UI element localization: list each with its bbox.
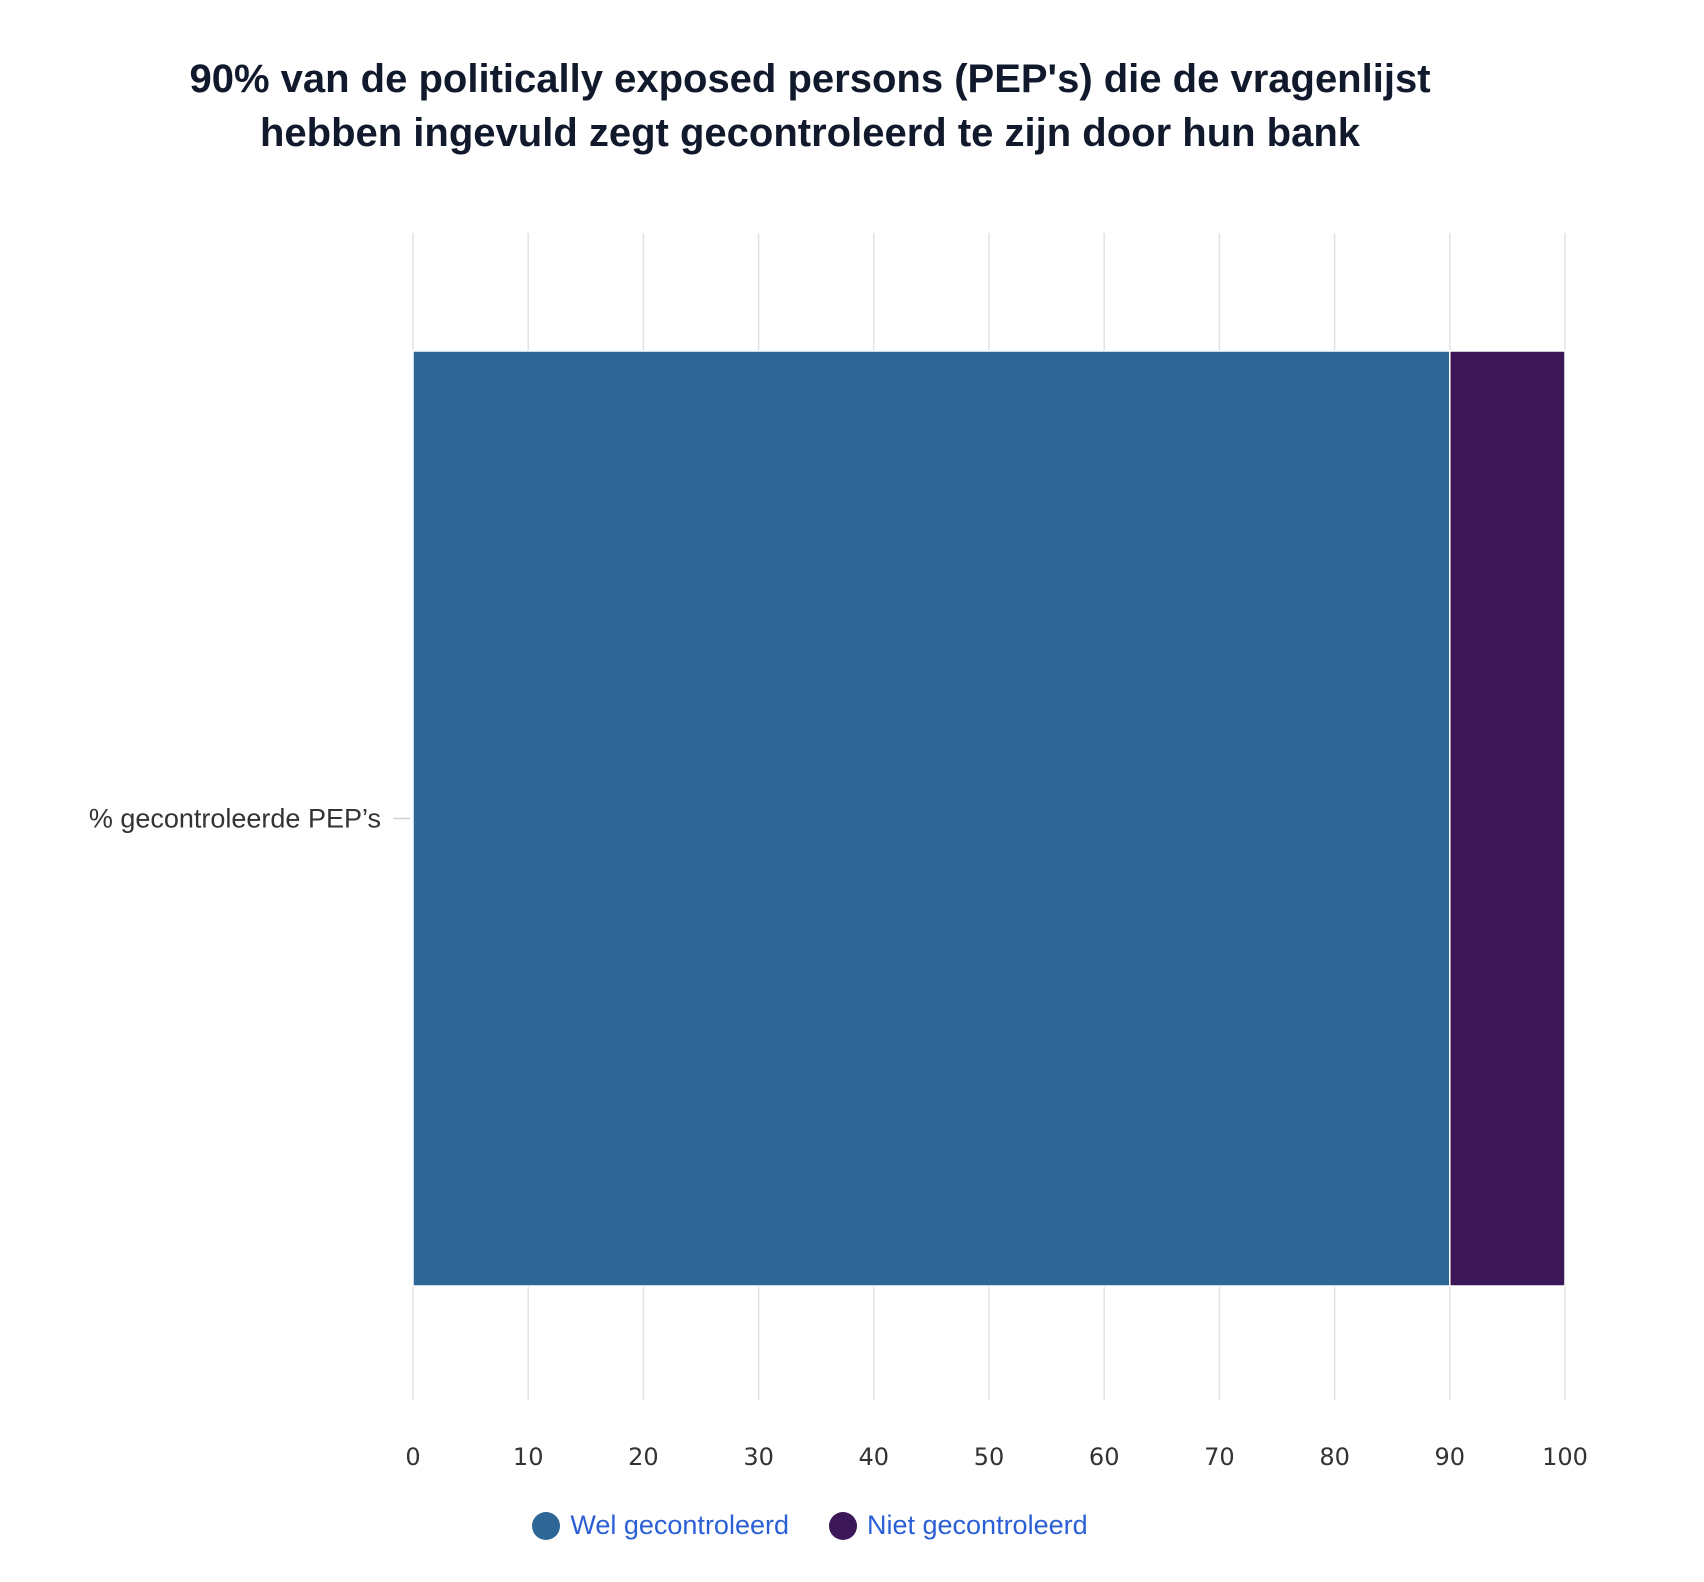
x-tick-label-100: 100 — [1542, 1443, 1588, 1471]
x-tick-label-60: 60 — [1089, 1443, 1120, 1471]
y-category-label: % gecontroleerde PEP’s — [89, 804, 381, 834]
legend-swatch-wel-icon — [532, 1511, 561, 1540]
legend-label-wel: Wel gecontroleerd — [570, 1510, 789, 1540]
bar-niet-gecontroleerd[interactable] — [1449, 350, 1566, 1287]
bars — [412, 350, 1566, 1287]
x-tick-label-80: 80 — [1319, 1443, 1350, 1471]
x-axis-ticks: 0 10 20 30 40 50 60 70 80 90 100 — [405, 1443, 1588, 1471]
legend-item-niet-gecontroleerd[interactable]: Niet gecontroleerd — [828, 1510, 1088, 1541]
chart-title-line-1: 90% van de politically exposed persons (… — [189, 57, 1431, 101]
x-tick-label-20: 20 — [628, 1443, 659, 1471]
legend-item-wel-gecontroleerd[interactable]: Wel gecontroleerd — [532, 1510, 789, 1541]
x-tick-label-50: 50 — [974, 1443, 1005, 1471]
bar-wel-gecontroleerd[interactable] — [412, 350, 1451, 1287]
x-tick-label-10: 10 — [513, 1443, 544, 1471]
chart-plot: 0 10 20 30 40 50 60 70 80 90 100 % gecontroleerde … — [89, 233, 1588, 1471]
legend-swatch-niet-icon — [828, 1511, 857, 1540]
x-tick-label-0: 0 — [405, 1443, 420, 1471]
chart-title: 90% van de politically exposed persons (… — [0, 52, 1620, 160]
legend: Wel gecontroleerd Niet gecontroleerd — [0, 1510, 1620, 1541]
x-tick-label-40: 40 — [859, 1443, 890, 1471]
x-tick-label-70: 70 — [1204, 1443, 1235, 1471]
y-axis-categories: % gecontroleerde PEP’s — [89, 804, 410, 834]
x-tick-label-90: 90 — [1435, 1443, 1466, 1471]
legend-label-niet: Niet gecontroleerd — [866, 1510, 1088, 1540]
x-tick-label-30: 30 — [743, 1443, 774, 1471]
chart-title-line-2: hebben ingevuld zegt gecontroleerd te zi… — [259, 111, 1361, 155]
